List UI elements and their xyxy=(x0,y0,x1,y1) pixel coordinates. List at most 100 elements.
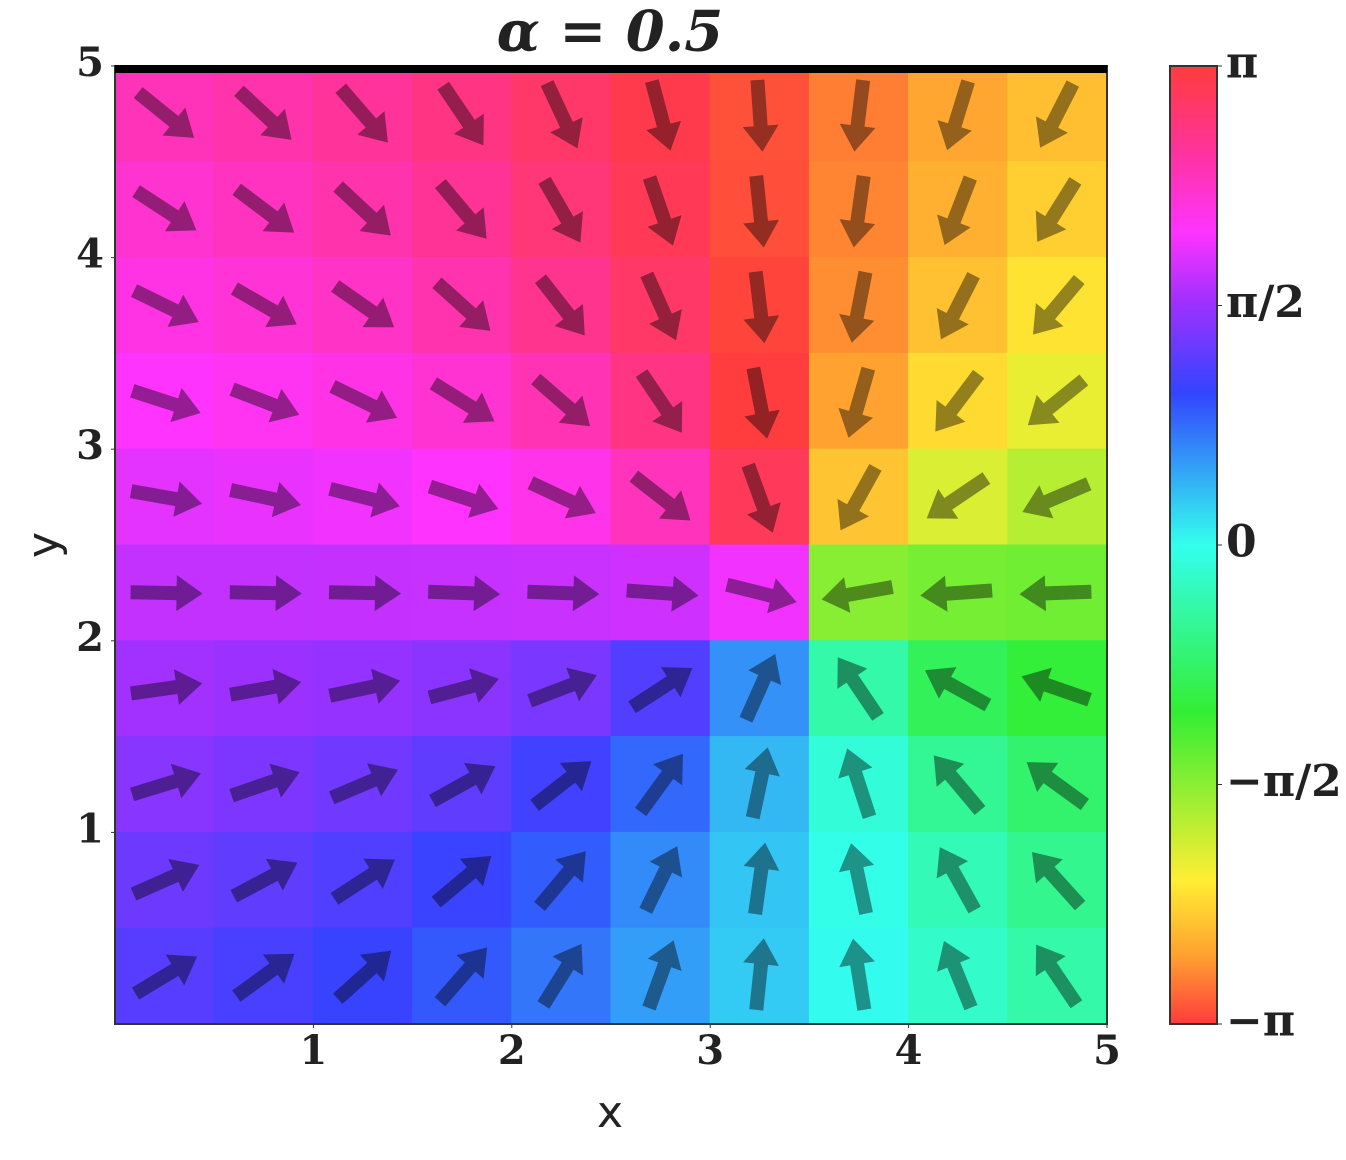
phase-cell xyxy=(511,736,612,833)
x-tick-label: 1 xyxy=(299,1027,327,1074)
phase-cell xyxy=(213,448,314,546)
phase-cell xyxy=(213,736,314,833)
phase-cell xyxy=(808,66,910,163)
arrow xyxy=(333,181,391,236)
arrow xyxy=(335,83,388,143)
y-tick-label: 4 xyxy=(76,231,104,278)
plot-area xyxy=(115,66,1107,1024)
arrow xyxy=(540,80,583,149)
arrow xyxy=(1031,852,1086,911)
arrow xyxy=(234,85,292,140)
phase-cell xyxy=(412,927,513,1024)
phase-cell xyxy=(312,257,414,354)
arrow xyxy=(744,366,780,439)
phase-cell xyxy=(908,927,1009,1024)
arrow xyxy=(131,954,198,1000)
arrow xyxy=(935,369,985,432)
arrow xyxy=(130,575,203,612)
arrow xyxy=(534,851,586,911)
phase-cell xyxy=(908,257,1009,354)
phase-cell xyxy=(213,66,314,163)
x-tick-label: 2 xyxy=(498,1027,526,1074)
phase-cell xyxy=(808,927,910,1024)
arrow xyxy=(229,575,302,612)
arrow xyxy=(434,947,488,1007)
arrow xyxy=(924,667,992,712)
y-axis-label: y xyxy=(18,532,69,558)
arrow xyxy=(642,940,682,1011)
phase-cell xyxy=(312,831,414,929)
arrow xyxy=(229,481,301,518)
arrow xyxy=(743,938,779,1011)
phase-cell xyxy=(213,257,314,354)
arrow xyxy=(229,763,300,803)
phase-cell xyxy=(610,352,711,450)
arrow xyxy=(328,763,398,805)
arrow xyxy=(839,270,875,343)
phase-cell xyxy=(1007,448,1107,546)
arrow xyxy=(130,384,201,423)
phase-cell xyxy=(511,640,612,738)
arrow xyxy=(232,953,295,1002)
phase-cell xyxy=(1007,257,1107,354)
phase-cell xyxy=(115,640,215,738)
phase-cell xyxy=(908,352,1009,450)
arrow xyxy=(230,858,298,903)
phase-cell xyxy=(412,448,513,546)
phase-cell xyxy=(610,736,711,833)
arrow xyxy=(937,940,978,1011)
phase-cell xyxy=(709,161,810,259)
phase-cell xyxy=(610,448,711,546)
arrow xyxy=(527,476,596,519)
arrow xyxy=(639,846,683,914)
arrow xyxy=(936,847,981,914)
arrow xyxy=(329,380,398,423)
arrow xyxy=(429,377,495,423)
arrow xyxy=(328,482,400,518)
phase-cell xyxy=(1007,352,1107,450)
arrow xyxy=(531,373,591,427)
x-tick-label: 5 xyxy=(1093,1027,1121,1074)
arrow xyxy=(229,668,302,705)
arrow xyxy=(429,762,496,808)
phase-cell xyxy=(213,831,314,929)
phase-cell xyxy=(808,161,910,259)
arrow xyxy=(739,653,782,723)
phase-cell xyxy=(412,352,513,450)
phase-cell xyxy=(709,352,810,450)
arrow xyxy=(1032,274,1085,335)
phase-cell xyxy=(312,448,414,546)
arrow xyxy=(534,274,585,336)
arrow xyxy=(333,950,392,1005)
arrow xyxy=(839,175,876,248)
arrow xyxy=(427,479,499,518)
arrow xyxy=(645,79,682,151)
phase-cell xyxy=(1007,66,1107,163)
phase-cell xyxy=(1007,927,1107,1024)
phase-cell xyxy=(115,736,215,833)
arrow xyxy=(427,668,499,705)
arrow xyxy=(431,855,492,908)
phase-cell xyxy=(115,448,215,546)
phase-cell xyxy=(115,544,215,642)
phase-cell xyxy=(908,831,1009,929)
phase-cell xyxy=(511,448,612,546)
arrow xyxy=(742,79,779,152)
phase-cell xyxy=(312,544,414,642)
arrow xyxy=(821,577,894,613)
arrow xyxy=(926,472,991,519)
phase-cell xyxy=(610,544,711,642)
phase-cell xyxy=(115,831,215,929)
x-axis-label: x xyxy=(597,1087,623,1138)
arrow xyxy=(530,761,592,811)
phase-cell xyxy=(1007,831,1107,929)
phase-cell xyxy=(908,448,1009,546)
arrow xyxy=(229,382,300,423)
arrow xyxy=(1021,667,1092,707)
arrow xyxy=(626,575,699,612)
phase-cell xyxy=(808,640,910,738)
arrow xyxy=(434,179,487,239)
phase-cell xyxy=(213,544,314,642)
arrow xyxy=(331,280,395,328)
